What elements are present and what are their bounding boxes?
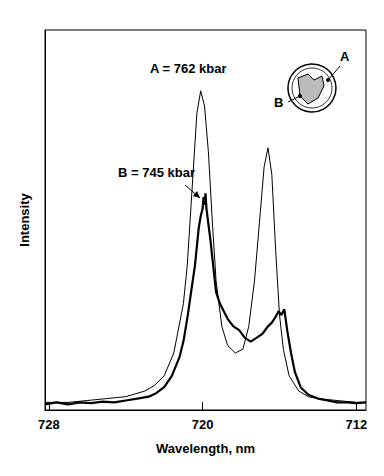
svg-text:B: B <box>274 95 283 110</box>
svg-text:A = 762 kbar: A = 762 kbar <box>150 61 226 76</box>
svg-text:A: A <box>340 49 350 64</box>
svg-text:728: 728 <box>38 417 60 432</box>
svg-text:B = 745 kbar: B = 745 kbar <box>118 165 195 180</box>
svg-text:720: 720 <box>192 417 214 432</box>
svg-text:Wavelength, nm: Wavelength, nm <box>156 441 255 456</box>
svg-text:Intensity: Intensity <box>17 193 32 247</box>
svg-text:712: 712 <box>346 417 368 432</box>
